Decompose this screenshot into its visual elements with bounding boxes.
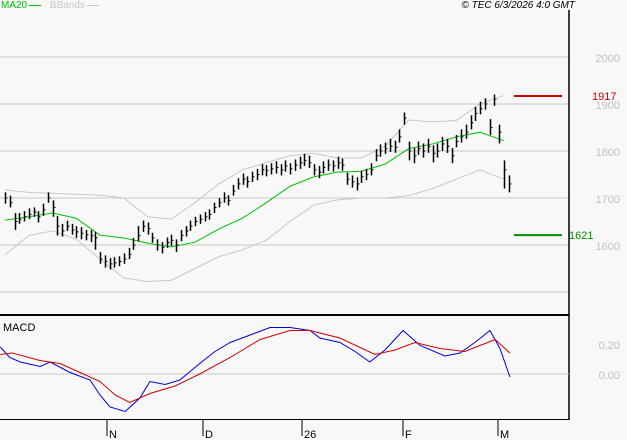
legend-ma20-swatch: [29, 4, 42, 6]
ma20-line: [4, 131, 504, 248]
bband-upper-line: [4, 95, 504, 220]
x-tick-label: M: [500, 429, 509, 440]
legend-ma20[interactable]: MA20: [1, 0, 42, 12]
copyright-timestamp: © TEC 6/3/2026 4:0 GMT: [461, 0, 575, 11]
macd-y-tick-label: 0.20: [599, 340, 620, 352]
y-tick-label: 1800: [596, 147, 620, 159]
legend: MA20 BBands: [1, 0, 99, 12]
macd-y-tick-label: 0.00: [599, 370, 620, 382]
macd-title: MACD: [3, 322, 35, 334]
legend-ma20-label: MA20: [1, 0, 28, 11]
legend-bbands[interactable]: BBands: [50, 0, 99, 12]
level-label: 1917: [592, 91, 616, 103]
x-tick-label: D: [205, 429, 213, 440]
x-tick-label: N: [109, 429, 117, 440]
level-label: 1621: [569, 230, 593, 242]
y-tick-label: 1900: [596, 100, 620, 112]
y-tick-label: 1700: [596, 194, 620, 206]
y-tick-label: 2000: [596, 53, 620, 65]
x-tick-label: F: [405, 429, 412, 440]
legend-bbands-label: BBands: [49, 0, 85, 11]
bband-lower-line: [4, 169, 504, 283]
macd-signal-line: [0, 330, 511, 404]
legend-bbands-swatch: [86, 4, 99, 6]
y-tick-label: 1600: [596, 241, 620, 253]
macd-line: [0, 327, 511, 413]
x-tick-label: 26: [304, 429, 316, 440]
